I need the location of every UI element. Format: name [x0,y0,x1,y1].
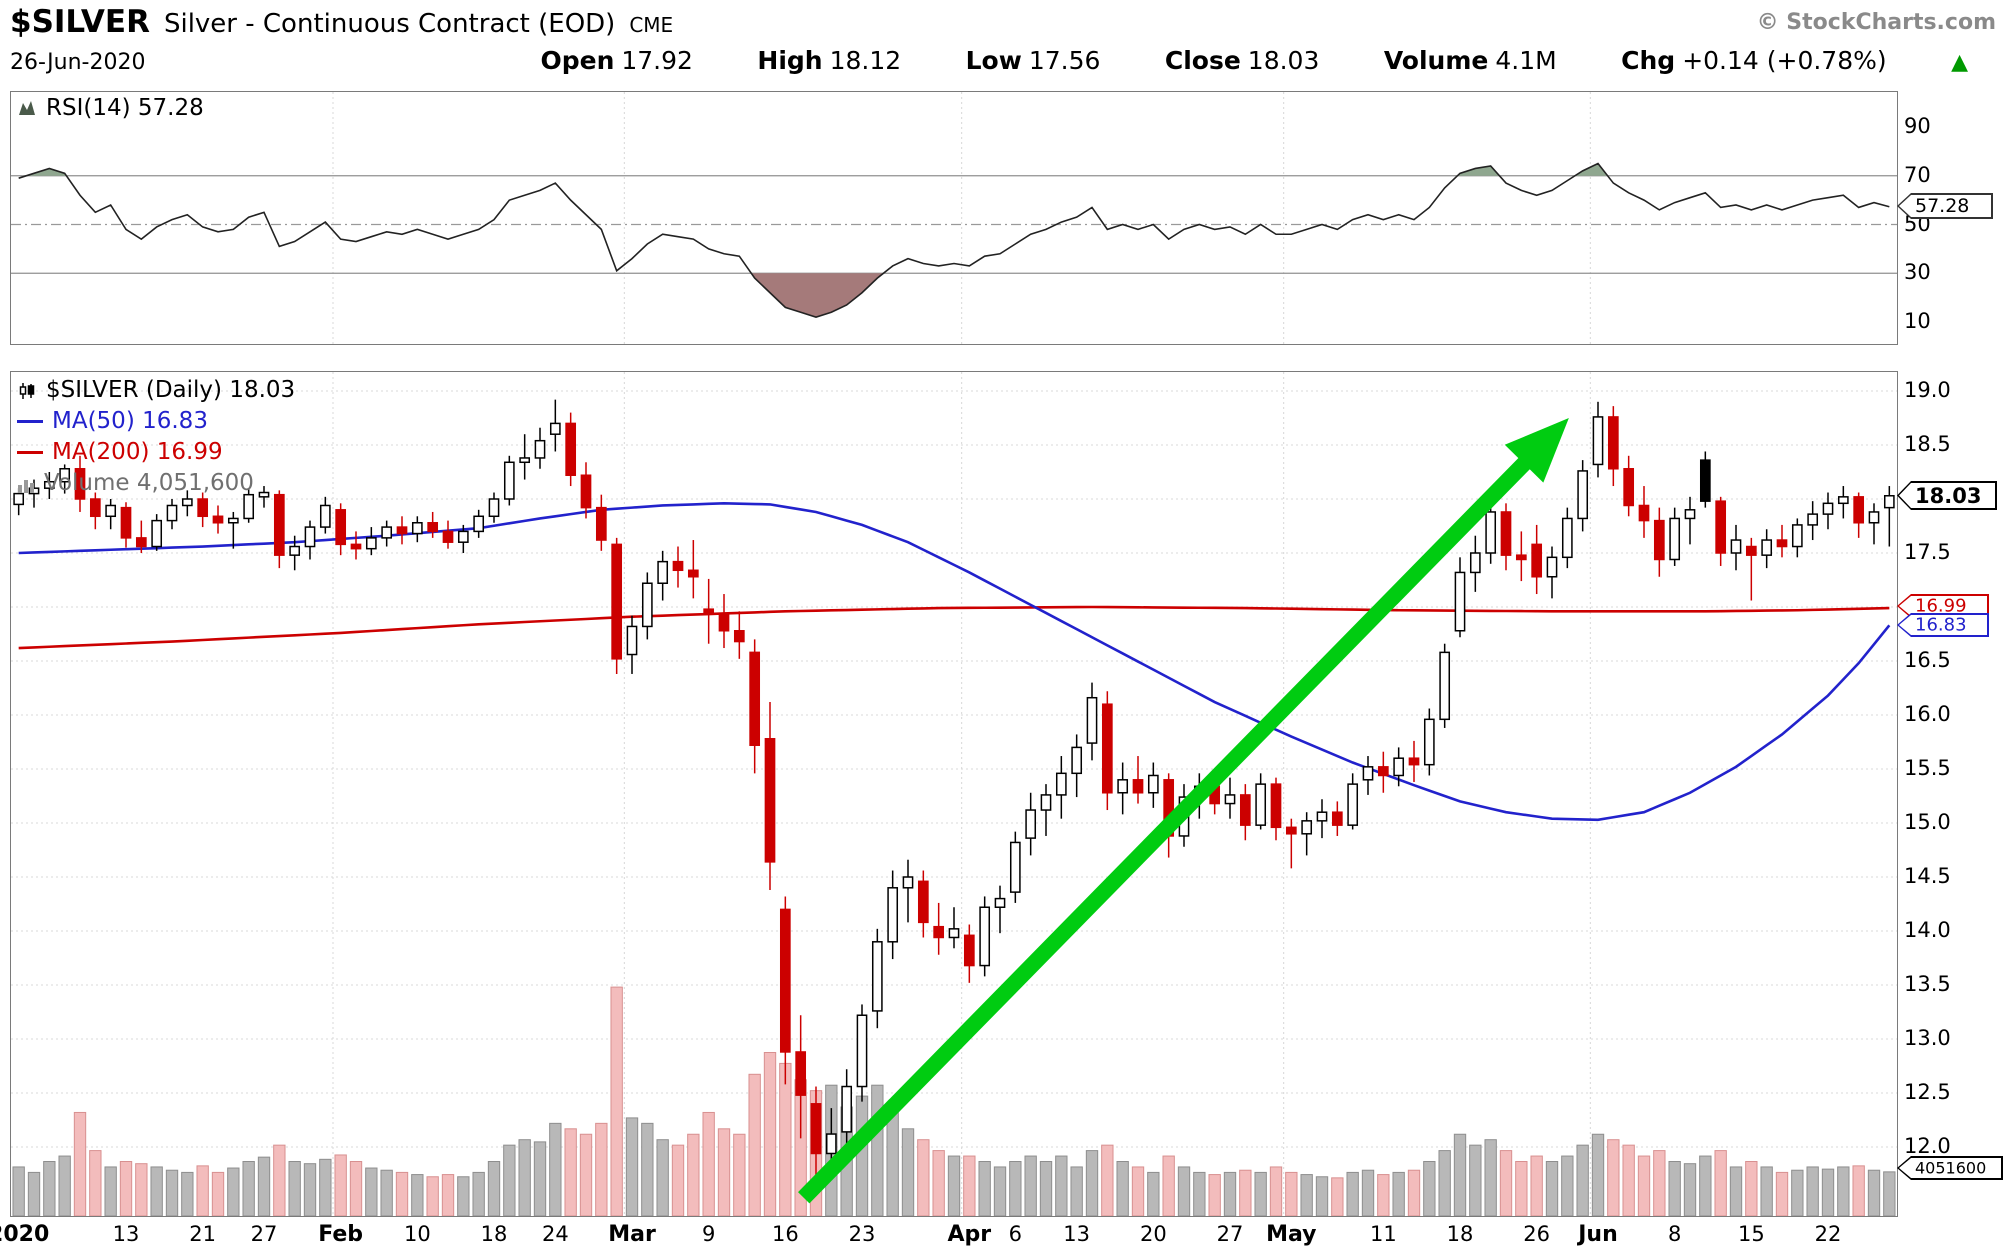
tag-fill [1899,483,1995,508]
quote-change: Chg +0.14 (+0.78%) [1621,46,1886,75]
quote-open: Open 17.92 [540,46,692,75]
date-axis-label: 10 [403,1222,431,1246]
date-axis-label: 23 [848,1222,876,1246]
ma50-value-tag: 16.83 [1897,613,1989,637]
trend-arrow [798,418,1569,1204]
volume-value: 4.1M [1495,46,1557,75]
price-axis-label: 12.5 [1904,1080,1951,1104]
quote-high: High 18.12 [757,46,901,75]
tag-fill [1899,1158,2001,1178]
price-axis-label: 13.0 [1904,1026,1951,1050]
change-value: +0.14 (+0.78%) [1682,46,1887,75]
volume-current-value: 4051600 [1915,1158,1987,1178]
price-axis-label: 15.5 [1904,756,1951,780]
candlesticks [13,399,1895,1186]
rsi-chart-svg [11,92,1897,344]
price-axis-label: 15.0 [1904,810,1951,834]
quote-date: 26-Jun-2020 [10,50,146,75]
quote-close: Close 18.03 [1165,46,1320,75]
low-label: Low [965,46,1022,75]
date-axis-label: 13 [112,1222,140,1246]
volume-bars [12,986,1896,1217]
ticker-symbol: $SILVER [10,4,150,40]
price-axis-label: 16.5 [1904,648,1951,672]
date-axis-label: 22 [1814,1222,1842,1246]
price-axis-label: 12.0 [1904,1134,1951,1158]
date-axis-label: May [1266,1222,1317,1247]
tag-fill [1899,615,1987,635]
price-chart-panel: $SILVER (Daily) 18.03 MA(50) 16.83 MA(20… [10,371,1898,1217]
price-chart-svg [11,372,1897,1217]
rsi-indicator-panel: RSI(14) 57.28 [10,91,1898,345]
rsi-axis-label: 10 [1904,309,1931,333]
date-axis-label: 6 [1008,1222,1023,1246]
date-axis-label: 21 [189,1222,217,1246]
open-label: Open [540,46,615,75]
rsi-axis-label: 30 [1904,260,1931,285]
date-axis-label: Apr [947,1222,992,1247]
date-axis-label: 13 [1063,1222,1091,1246]
ma50-line [18,502,1891,822]
ma200-value-tag: 16.99 [1897,594,1989,618]
candlestick-chart-area [11,372,1897,1217]
ma50-current-value: 16.83 [1915,614,1967,636]
price-axis-label: 14.5 [1904,864,1951,888]
high-value: 18.12 [829,46,902,75]
low-value: 17.56 [1028,46,1101,75]
date-axis-label: 26 [1523,1222,1551,1246]
date-axis-label: Mar [608,1222,656,1247]
change-up-triangle-icon: ▲ [1951,50,1968,75]
price-axis-label: 13.5 [1904,972,1951,996]
price-axis-label: 17.5 [1904,540,1951,564]
tag-fill [1899,195,1991,217]
price-axis-label: 18.5 [1904,432,1951,456]
date-axis-label: 9 [701,1222,716,1246]
quote-low: Low 17.56 [966,46,1101,75]
cropped-bottom-strip [0,1250,2012,1256]
date-axis-label: 8 [1667,1222,1682,1246]
date-axis-label: 11 [1369,1222,1397,1246]
change-label: Chg [1621,46,1676,75]
last-price-tag: 18.03 [1897,481,1997,510]
last-price-value: 18.03 [1915,483,1982,508]
instrument-title: Silver - Continuous Contract (EOD) [163,9,616,39]
date-axis-label: 20 [1139,1222,1167,1246]
close-label: Close [1164,46,1241,75]
rsi-axis-label: 70 [1904,162,1931,187]
high-label: High [757,46,823,75]
price-axis-label: 16.0 [1904,702,1951,726]
date-axis-label: Jun [1578,1222,1618,1247]
rsi-current-value: 57.28 [1915,195,1970,217]
date-axis-label: 15 [1737,1222,1765,1246]
open-value: 17.92 [621,46,693,75]
date-axis-label: 24 [541,1222,569,1246]
price-axis-label: 14.0 [1904,918,1951,942]
chart-header: $SILVER Silver - Continuous Contract (EO… [10,4,673,40]
date-axis: 2020 13 21 27 Feb 10 18 24 Mar 9 16 23 Apr 6 13 20 27 May… [0,1222,2012,1252]
quote-summary-row: 26-Jun-2020 Open 17.92 High 18.12 Low 17.56… [10,46,1968,75]
volume-label: Volume [1383,46,1489,75]
ma200-line [18,605,1890,650]
tag-fill [1899,596,1987,616]
rsi-value-tag: 57.28 [1897,193,1993,219]
date-axis-label: 2020 [0,1222,50,1247]
quote-volume: Volume 4.1M [1384,46,1557,75]
exchange-label: CME [629,13,674,37]
date-axis-label: 16 [771,1222,799,1246]
rsi-chart-area [11,92,1897,344]
stockcharts-credit-link[interactable]: © StockCharts.com [1756,10,1996,35]
date-axis-label: Feb [318,1222,364,1247]
ohlc-quote: Open 17.92 High 18.12 Low 17.56 Close 18.03 … [540,46,1968,75]
date-axis-label: 18 [1446,1222,1474,1246]
volume-value-tag: 4051600 [1897,1156,2003,1180]
date-axis-label: 27 [250,1222,278,1246]
date-axis-label: 27 [1216,1222,1244,1246]
rsi-axis-label: 90 [1904,114,1931,138]
date-axis-label: 18 [480,1222,508,1246]
price-axis-label: 19.0 [1904,378,1951,402]
ma200-current-value: 16.99 [1915,595,1967,617]
close-value: 18.03 [1247,46,1320,75]
